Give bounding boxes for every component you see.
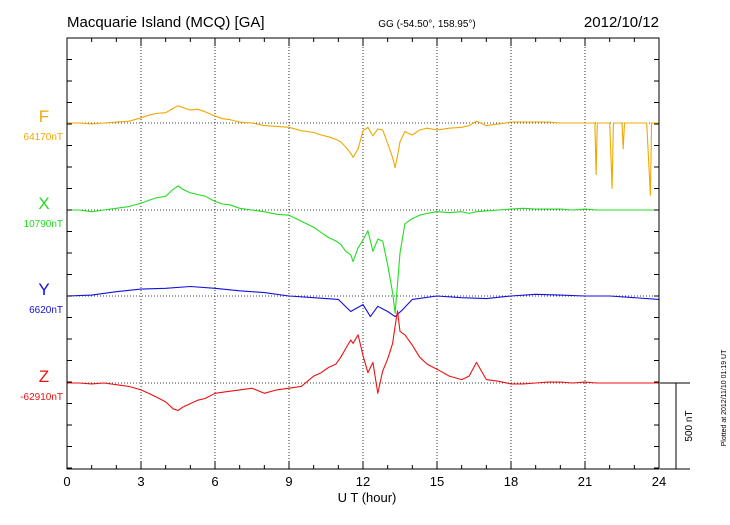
chart-title: Macquarie Island (MCQ) [GA] [67, 14, 265, 31]
series-line-f [67, 105, 659, 196]
series-name-y: Y [38, 280, 49, 299]
series-line-z [67, 310, 659, 412]
scale-bar: 500 nT [660, 382, 695, 470]
x-tick-label: 3 [137, 474, 144, 489]
series-line-x [67, 185, 659, 314]
x-tick-label: 12 [356, 474, 370, 489]
plotted-timestamp: Plotted at 2012/11/10 01:19 UT [721, 349, 728, 446]
series-name-z: Z [39, 367, 49, 386]
grid [140, 38, 586, 469]
station-coordinates: GG (-54.50°, 158.95°) [378, 19, 476, 30]
x-tick-label: 21 [578, 474, 592, 489]
series-baseline-z: -62910nT [20, 392, 63, 403]
x-tick-label: 24 [652, 474, 666, 489]
series-line-y [66, 285, 660, 318]
series-baseline-y: 6620nT [29, 305, 63, 316]
series-name-f: F [39, 107, 49, 126]
x-axis-label: U T (hour) [338, 490, 397, 505]
x-tick-label: 0 [63, 474, 70, 489]
x-tick-label: 6 [211, 474, 218, 489]
scale-bar-label: 500 nT [684, 410, 695, 441]
series-lines [66, 105, 660, 412]
series-baseline-f: 64170nT [24, 132, 63, 143]
series-name-x: X [38, 194, 49, 213]
chart-date: 2012/10/12 [584, 14, 659, 31]
x-tick-label: 15 [430, 474, 444, 489]
ticks: 0 3 6 9 12 15 18 21 24 [63, 38, 666, 489]
series-baseline-x: 10790nT [24, 219, 63, 230]
x-tick-label: 18 [504, 474, 518, 489]
x-tick-label: 9 [285, 474, 292, 489]
series-labels: F 64170nT X 10790nT Y 6620nT Z -62910nT [20, 107, 63, 403]
